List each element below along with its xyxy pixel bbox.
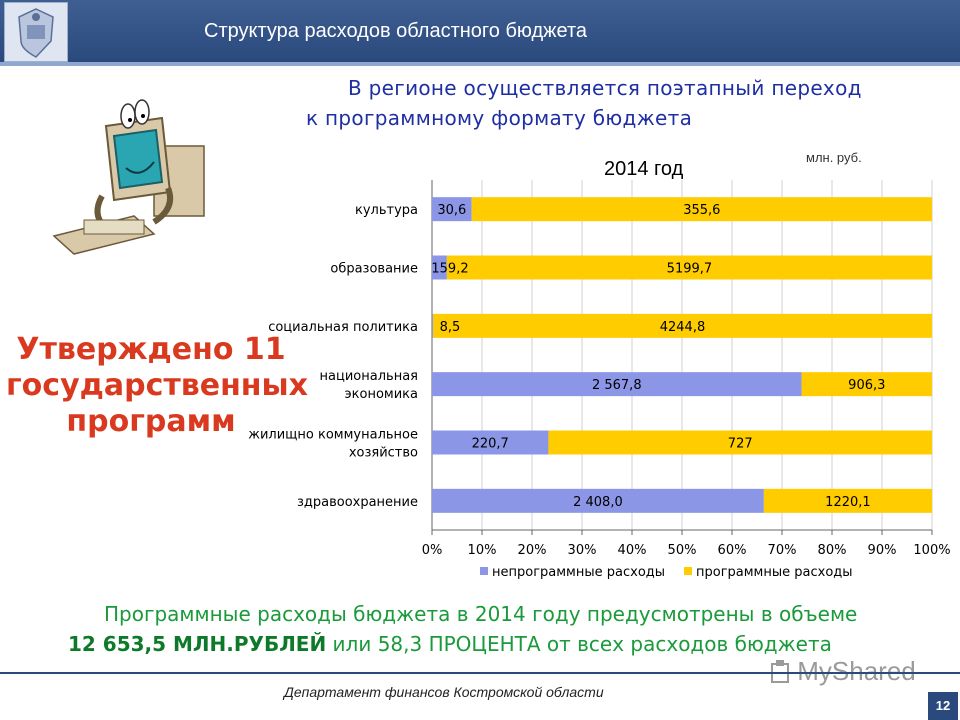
- data-label-program: 906,3: [848, 378, 885, 393]
- data-label-program: 1220,1: [825, 495, 871, 510]
- x-tick-label: 60%: [718, 543, 747, 558]
- stacked-bar-chart: 0% 10% 20% 30% 40% 50% 60% 70% 80% 90% 100% 30,6 355…: [248, 180, 951, 580]
- category-label: культура: [355, 203, 418, 218]
- bar-non-program: [432, 313, 433, 338]
- data-label-non-program: 30,6: [437, 203, 466, 218]
- callout-line-3: программ: [66, 404, 236, 439]
- bar-non-program: [432, 197, 472, 222]
- watermark: MyShared: [770, 656, 916, 687]
- chart-unit: млн. руб.: [806, 150, 862, 165]
- header-divider: [0, 62, 960, 66]
- x-tick-label: 90%: [868, 543, 897, 558]
- coat-of-arms-logo: [4, 2, 68, 62]
- legend-label-non-program: непрограммные расходы: [492, 565, 665, 580]
- page-title: Структура расходов областного бюджета: [204, 20, 588, 42]
- x-tick-label: 80%: [818, 543, 847, 558]
- x-tick-label: 30%: [568, 543, 597, 558]
- bar-non-program: [432, 255, 447, 280]
- bar-non-program: [432, 430, 549, 455]
- department-name: Департамент финансов Костромской области: [284, 684, 604, 700]
- summary-line-1: Программные расходы бюджета в 2014 году …: [104, 602, 858, 626]
- summary-amount: 12 653,5 МЛН.РУБЛЕЙ: [68, 632, 327, 656]
- category-label: социальная политика: [268, 320, 418, 335]
- data-label-non-program: 8,5: [440, 320, 461, 335]
- data-label-non-program: 2 408,0: [573, 495, 623, 510]
- category-label: экономика: [345, 387, 418, 402]
- header-bar: [0, 0, 960, 62]
- legend-swatch-non-program: [480, 567, 488, 575]
- footer-divider: [0, 672, 960, 674]
- chart-title: 2014 год: [604, 158, 684, 180]
- summary-rest: или 58,3 ПРОЦЕНТА от всех расходов бюдже…: [326, 632, 832, 656]
- data-label-non-program: 2 567,8: [592, 378, 642, 393]
- page-number: 12: [928, 692, 958, 720]
- data-label-program: 4244,8: [660, 320, 706, 335]
- category-label: хозяйство: [349, 446, 418, 461]
- computer-cartoon-illustration: [52, 99, 205, 255]
- x-tick-label: 10%: [468, 543, 497, 558]
- bar-program: [432, 313, 932, 338]
- legend-swatch-program: [684, 567, 692, 575]
- legend-label-program: программные расходы: [696, 565, 853, 580]
- bar-program: [801, 372, 932, 397]
- x-tick-label: 20%: [518, 543, 547, 558]
- category-label: образование: [330, 262, 418, 277]
- data-label-non-program: 220,7: [472, 437, 509, 452]
- category-label: национальная: [320, 369, 418, 384]
- category-label: жилищно коммунальное: [248, 428, 418, 443]
- approved-programs-callout: Утверждено 11 государственных программ: [6, 332, 309, 440]
- data-label-program: 5199,7: [667, 262, 713, 277]
- x-tick-label: 70%: [768, 543, 797, 558]
- bar-non-program: [432, 372, 802, 397]
- x-tick-label: 40%: [618, 543, 647, 558]
- x-tick-label: 100%: [913, 543, 950, 558]
- subtitle-line-2: к программному формату бюджета: [306, 106, 693, 130]
- bar-program: [763, 488, 932, 513]
- callout-line-1: Утверждено 11: [16, 332, 286, 367]
- summary-line-2: 12 653,5 МЛН.РУБЛЕЙ или 58,3 ПРОЦЕНТА от…: [68, 632, 832, 656]
- x-tick-label: 0%: [422, 543, 443, 558]
- watermark-text: MyShared: [797, 656, 916, 686]
- data-label-non-program: 159,2: [431, 262, 468, 277]
- callout-line-2: государственных: [6, 368, 309, 403]
- data-label-program: 727: [728, 437, 753, 452]
- category-label: здравоохранение: [297, 495, 418, 510]
- bar-program: [548, 430, 932, 455]
- subtitle-line-1: В регионе осуществляется поэтапный перех…: [348, 76, 862, 100]
- x-tick-label: 50%: [668, 543, 697, 558]
- bar-non-program: [432, 488, 764, 513]
- data-label-program: 355,6: [683, 203, 720, 218]
- bar-program: [446, 255, 932, 280]
- bar-program: [471, 197, 932, 222]
